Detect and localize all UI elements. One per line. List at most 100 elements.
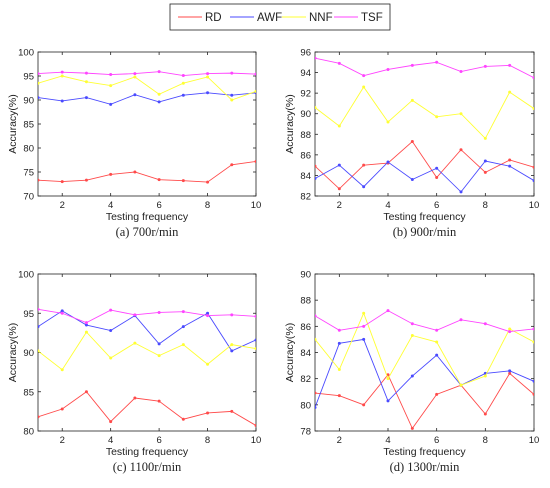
data-point-rd [337,187,341,191]
y-tick-label: 94 [300,68,311,79]
data-point-tsf [386,309,390,313]
data-point-tsf [157,310,161,314]
data-point-rd [133,396,137,400]
data-point-nnf [315,337,317,341]
data-point-awf [230,93,234,97]
data-point-tsf [459,318,463,322]
data-point-awf [410,178,414,182]
data-point-rd [109,420,113,424]
data-point-tsf [206,314,210,318]
x-tick-label: 2 [337,435,342,446]
data-point-rd [84,178,88,182]
data-point-tsf [386,67,390,71]
x-axis-label: Testing frequency [106,446,189,458]
y-tick-label: 80 [300,400,311,411]
data-point-tsf [133,72,137,76]
data-point-nnf [459,112,463,116]
x-tick-label: 10 [251,435,262,446]
data-point-awf [362,337,366,341]
data-point-rd [410,139,414,143]
y-tick-label: 84 [300,348,311,359]
data-point-nnf [532,107,534,111]
data-point-nnf [362,311,366,315]
y-tick-label: 85 [23,387,34,398]
data-point-nnf [532,340,534,344]
data-point-rd [230,409,234,413]
data-point-awf [532,179,534,183]
data-point-awf [459,190,463,194]
data-point-nnf [109,356,113,360]
legend-label-nnf: NNF [309,12,333,24]
data-point-rd [362,403,366,407]
data-point-awf [508,369,512,373]
data-point-tsf [109,73,113,77]
data-point-nnf [230,98,234,102]
data-point-awf [435,353,439,357]
data-point-nnf [206,362,210,366]
y-tick-label: 85 [23,120,34,131]
data-point-rd [315,164,317,168]
data-point-awf [60,309,64,313]
data-point-awf [38,96,40,100]
data-point-tsf [181,310,185,314]
x-tick-label: 6 [156,200,161,211]
y-tick-label: 96 [300,48,311,59]
y-tick-label: 82 [300,192,311,203]
series-line-rd [315,372,534,430]
series-line-nnf [315,86,534,140]
data-point-rd [109,172,113,176]
y-tick-label: 92 [300,89,311,100]
data-point-tsf [181,74,185,78]
data-point-awf [230,349,234,353]
y-axis-label: Accuracy(%) [284,323,296,383]
data-point-rd [206,180,210,184]
x-tick-label: 4 [108,200,113,211]
data-point-awf [532,379,534,383]
data-point-tsf [508,63,512,67]
data-point-tsf [109,308,113,312]
data-point-nnf [84,330,88,334]
x-tick-label: 8 [205,200,210,211]
data-point-awf [386,399,390,403]
y-tick-label: 88 [300,130,311,141]
data-point-awf [181,325,185,329]
data-point-tsf [38,72,40,76]
x-axis-label: Testing frequency [106,211,189,223]
data-point-nnf [362,85,366,89]
series-line-tsf [315,57,534,79]
y-tick-label: 80 [23,144,34,155]
data-point-rd [84,390,88,394]
series-line-tsf [38,308,256,324]
data-point-nnf [133,341,137,345]
data-point-rd [60,407,64,411]
data-point-nnf [254,89,256,93]
series-line-rd [38,391,256,426]
panel-caption: (a) 700r/min [116,225,180,239]
y-tick-label: 70 [23,192,34,203]
data-point-rd [483,170,487,174]
series-line-tsf [315,310,534,333]
data-point-rd [38,415,40,419]
data-point-awf [362,185,366,189]
x-tick-label: 8 [483,435,488,446]
panel-caption: (d) 1300r/min [390,460,461,474]
data-point-awf [508,164,512,168]
data-point-nnf [230,343,234,347]
data-point-tsf [337,328,341,332]
legend: RD AWF NNF TSF [169,3,391,31]
data-point-tsf [206,72,210,76]
x-axis-label: Testing frequency [383,211,466,223]
data-point-awf [315,405,317,409]
y-axis-label: Accuracy(%) [284,94,296,154]
y-tick-label: 90 [23,96,34,107]
series-line-nnf [38,75,256,101]
data-point-nnf [410,333,414,337]
data-point-tsf [362,74,366,78]
data-point-nnf [38,349,40,353]
series-line-rd [38,160,256,183]
x-axis-label: Testing frequency [383,446,466,458]
data-point-nnf [337,124,341,128]
data-point-awf [38,325,40,329]
plot-frame [314,273,535,432]
data-point-awf [483,159,487,163]
